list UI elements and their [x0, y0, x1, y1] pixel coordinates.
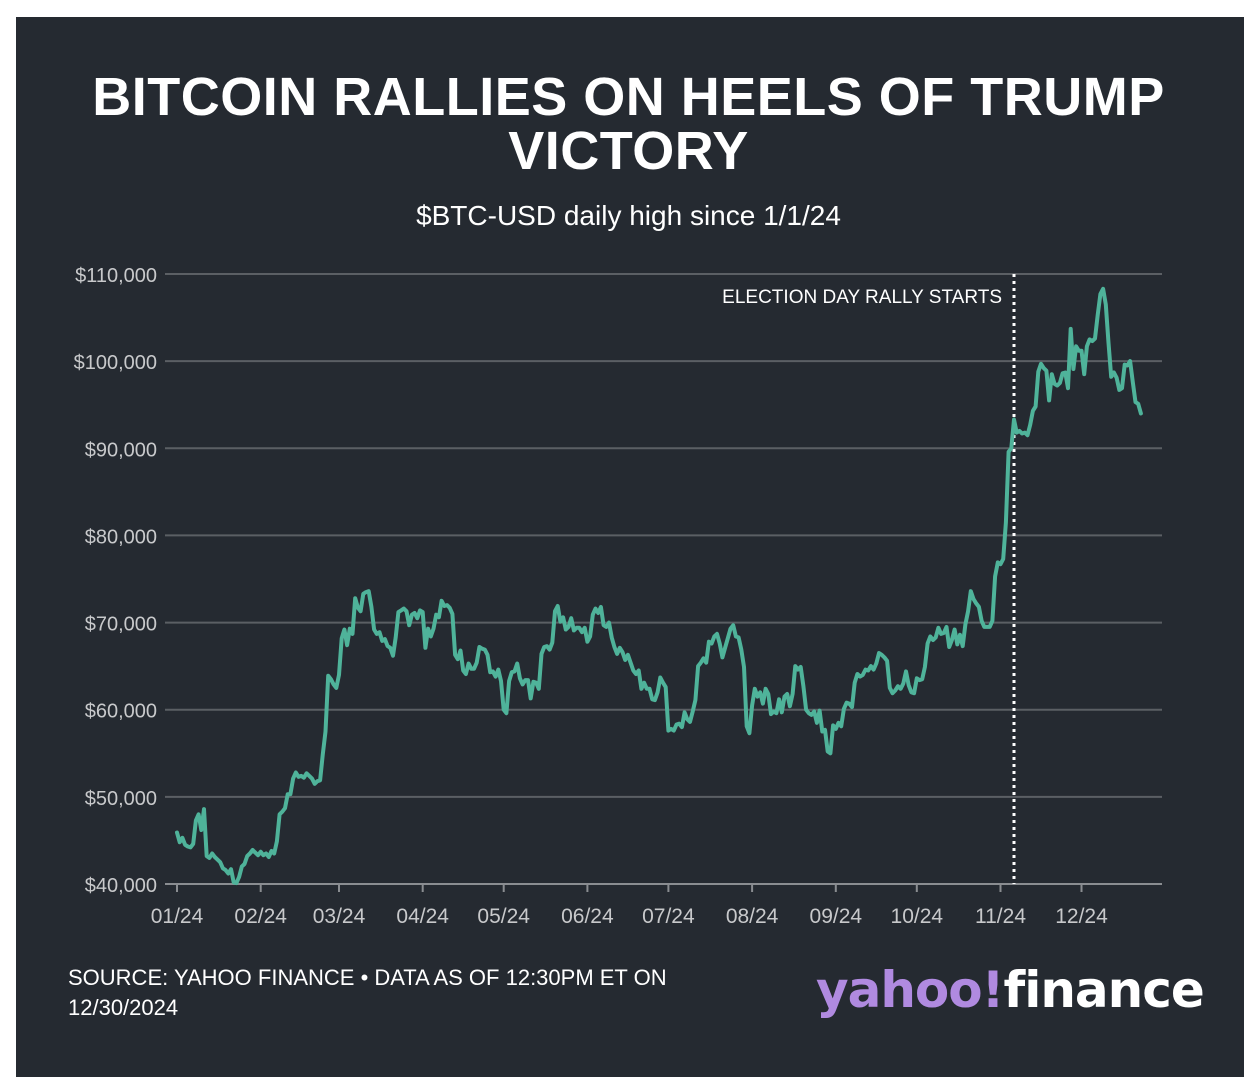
- x-tick-label: 10/24: [891, 905, 944, 928]
- y-tick-label: $40,000: [85, 875, 157, 897]
- btc-price-line: [175, 286, 1143, 886]
- x-tick-label: 08/24: [726, 905, 779, 928]
- y-tick-label: $60,000: [85, 701, 157, 723]
- x-tick-label: 11/24: [975, 905, 1026, 928]
- x-tick-label: 01/24: [151, 905, 204, 928]
- y-tick-label: $50,000: [85, 788, 157, 810]
- logo-yahoo-text: yahoo!: [816, 961, 1004, 1019]
- y-tick-label: $100,000: [74, 352, 157, 374]
- x-tick-label: 06/24: [561, 905, 614, 928]
- x-tick-label: 03/24: [313, 905, 366, 928]
- y-tick-label: $90,000: [85, 439, 157, 461]
- x-tick-label: 07/24: [642, 905, 695, 928]
- x-tick-label: 05/24: [477, 905, 530, 928]
- source-note: SOURCE: YAHOO FINANCE • DATA AS OF 12:30…: [68, 965, 667, 1020]
- election-day-label: ELECTION DAY RALLY STARTS: [722, 287, 1002, 308]
- x-tick-label: 12/24: [1055, 905, 1108, 928]
- series-group: [175, 286, 1143, 886]
- yahoo-finance-logo: yahoo!finance: [816, 958, 1205, 1022]
- chart-card: [16, 17, 1244, 1077]
- election-day-annotation: ELECTION DAY RALLY STARTS: [722, 274, 1016, 884]
- x-tick-label: 09/24: [810, 905, 863, 928]
- chart-subtitle: $BTC-USD daily high since 1/1/24: [416, 200, 841, 231]
- x-axis: 01/24 02/24 03/24 04/24 05/24 06/24 07/24 08/24…: [151, 883, 1162, 928]
- y-tick-label: $70,000: [85, 614, 157, 636]
- x-tick-label: 02/24: [234, 905, 287, 928]
- x-tick-label: 04/24: [396, 905, 449, 928]
- y-tick-label: $80,000: [85, 526, 157, 548]
- chart-title: BITCOIN RALLIES ON HEELS OF TRUMP VICTOR…: [92, 67, 1165, 181]
- logo-finance-text: finance: [1003, 961, 1204, 1019]
- y-axis-ticks: $40,000 $50,000 $60,000 $70,000 $80,000 $90,0…: [74, 265, 157, 897]
- gridlines: [165, 273, 1162, 798]
- y-tick-label: $110,000: [75, 265, 157, 287]
